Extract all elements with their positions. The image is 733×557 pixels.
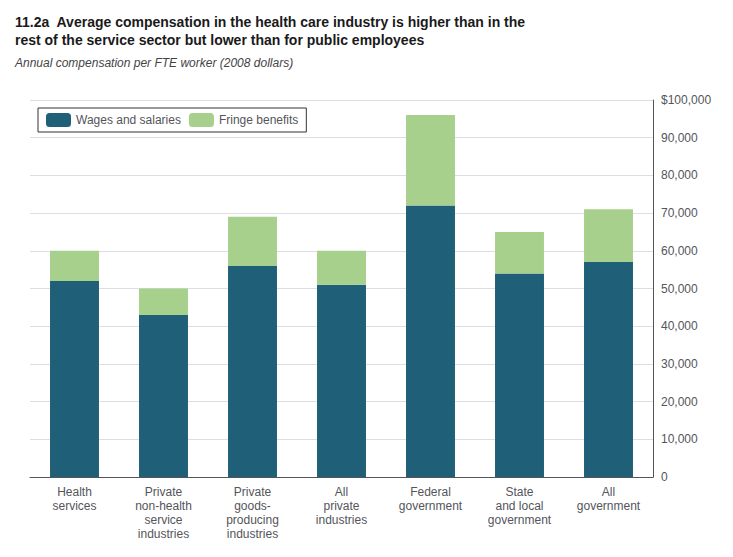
svg-text:and local: and local — [495, 499, 543, 513]
svg-text:40,000: 40,000 — [661, 319, 698, 333]
svg-text:industries: industries — [227, 527, 278, 541]
svg-text:Annual compensation per FTE wo: Annual compensation per FTE worker (2008… — [14, 56, 293, 70]
svg-text:70,000: 70,000 — [661, 206, 698, 220]
svg-text:All: All — [602, 485, 615, 499]
svg-text:government: government — [577, 499, 641, 513]
svg-text:non-health: non-health — [135, 499, 192, 513]
svg-text:Health: Health — [57, 485, 92, 499]
svg-text:services: services — [52, 499, 96, 513]
svg-text:50,000: 50,000 — [661, 282, 698, 296]
svg-text:industries: industries — [138, 527, 189, 541]
svg-text:Federal: Federal — [410, 485, 451, 499]
svg-text:60,000: 60,000 — [661, 244, 698, 258]
svg-text:Private: Private — [234, 485, 272, 499]
svg-text:$100,000: $100,000 — [661, 93, 711, 107]
svg-text:Fringe benefits: Fringe benefits — [219, 113, 298, 127]
svg-text:30,000: 30,000 — [661, 357, 698, 371]
svg-text:All: All — [335, 485, 348, 499]
svg-text:0: 0 — [661, 470, 668, 484]
svg-text:service: service — [144, 513, 182, 527]
svg-text:private: private — [323, 499, 359, 513]
svg-text:Wages and salaries: Wages and salaries — [76, 113, 181, 127]
svg-text:government: government — [488, 513, 552, 527]
svg-text:20,000: 20,000 — [661, 395, 698, 409]
svg-text:90,000: 90,000 — [661, 131, 698, 145]
svg-text:10,000: 10,000 — [661, 432, 698, 446]
svg-text:rest of the service sector but: rest of the service sector but lower tha… — [15, 32, 424, 48]
svg-text:11.2a Average compensation in: 11.2a Average compensation in the health… — [15, 14, 525, 30]
svg-text:producing: producing — [226, 513, 279, 527]
svg-text:Private: Private — [145, 485, 183, 499]
svg-text:goods-: goods- — [234, 499, 271, 513]
svg-text:80,000: 80,000 — [661, 168, 698, 182]
svg-text:government: government — [399, 499, 463, 513]
svg-text:State: State — [505, 485, 533, 499]
svg-text:industries: industries — [316, 513, 367, 527]
